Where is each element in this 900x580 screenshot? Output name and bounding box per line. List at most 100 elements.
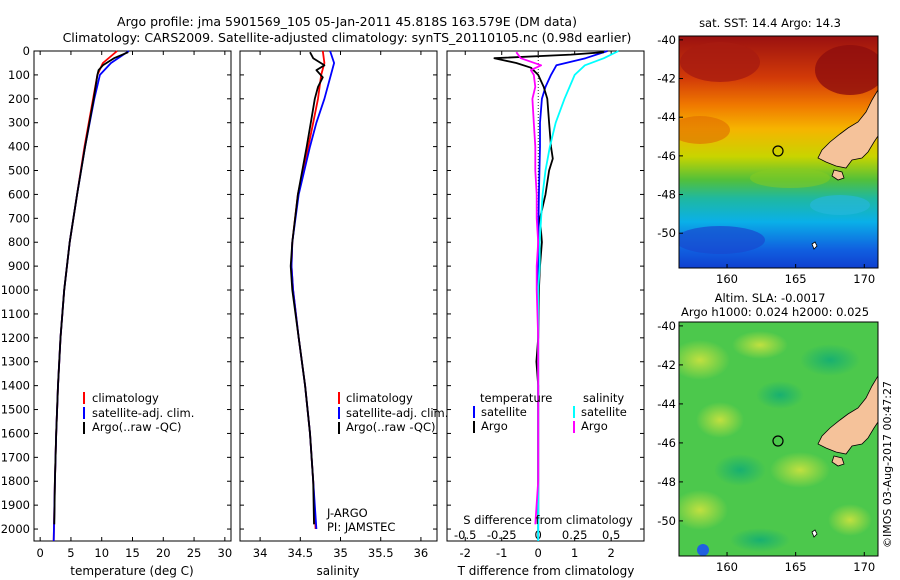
lat-tick-label: -46 [657,436,676,450]
lat-tick-label: -42 [657,72,676,86]
lon-tick-label: 170 [853,560,875,574]
profile-line [53,51,129,525]
x-tick-label: 30 [218,546,233,560]
temperature-legend: climatology satellite-adj. clim. Argo(..… [83,391,194,434]
depth-tick-label: 200 [8,92,30,106]
depth-tick-label: 1100 [1,307,30,321]
lon-tick-label: 165 [785,272,807,286]
salinity-legend: climatology satellite-adj. clim. Argo(..… [338,391,448,434]
sla-lat-axis: -40 -42 -44 -46 -48 -50 [657,319,683,528]
temperature-x-axis: 0 5 10 15 20 25 30 [36,51,232,560]
legend-label-temp-satellite: satellite [481,405,527,419]
depth-tick-label: 100 [8,68,30,82]
depth-tick-label: 1600 [1,426,30,440]
depth-tick-label: 1200 [1,331,30,345]
lat-tick-label: -40 [657,33,676,47]
temperature-x-label: temperature (deg C) [70,564,193,578]
sst-map-frame [678,35,879,269]
depth-tick-label: 1000 [1,283,30,297]
new-zealand-land [817,89,878,169]
sla-lon-axis: 160 165 170 [716,552,875,574]
figure-title-line2: Climatology: CARS2009. Satellite-adjuste… [63,30,632,45]
s-tick-label: -0.5 [454,528,476,542]
depth-tick-label: 400 [8,140,30,154]
x-tick-label: 2 [608,546,615,560]
sst-map-panel: sat. SST: 14.4 Argo: 14.3 -40-42-44-46-4… [657,16,879,286]
lon-tick-label: 160 [716,560,738,574]
salinity-axes-frame [239,50,438,542]
x-tick-label: 5 [67,546,74,560]
depth-tick-label: 300 [8,116,30,130]
temperature-panel: 0100200300400500600700800900100011001200… [1,44,232,578]
imos-watermark: ©IMOS 03-Aug-2017 00:47:27 [881,381,894,548]
sla-map-title-line1: Altim. SLA: -0.0017 [715,291,826,305]
sla-map-panel: Altim. SLA: -0.0017 Argo h1000: 0.024 h2… [657,291,879,574]
salinity-annotation-program: J-ARGO [326,506,368,520]
sst-map-image [679,36,878,268]
depth-tick-label: 800 [8,235,30,249]
legend-label-climatology: climatology [346,391,413,405]
depth-tick-label: 900 [8,259,30,273]
depth-tick-label: 2000 [1,522,30,536]
lat-tick-label: -44 [657,397,676,411]
legend-heading-temperature: temperature [480,391,552,405]
difference-profile-lines [493,50,619,541]
legend-label-sal-satellite: satellite [581,405,627,419]
temperature-profile-lines [52,50,130,542]
difference-depth-ticks [447,50,644,530]
depth-tick-label: 1400 [1,379,30,393]
s-tick-label: -0.25 [487,528,517,542]
difference-legend: temperature salinity satellite satellite… [473,391,627,433]
profile-line [289,51,326,525]
sst-lon-axis: 160 165 170 [716,264,875,286]
s-tick-label: 0.25 [562,528,588,542]
lat-tick-label: -44 [657,110,676,124]
x-tick-label: 36 [414,546,429,560]
x-tick-label: 34 [253,546,268,560]
x-tick-label: 20 [156,546,171,560]
difference-axes-frame [446,50,645,542]
lat-tick-label: -46 [657,149,676,163]
legend-label-satellite: satellite-adj. clim. [92,406,194,420]
depth-tick-label: 0 [23,44,30,58]
argo-location-marker [772,435,784,447]
salinity-profile-lines [289,50,336,530]
legend-label-satellite: satellite-adj. clim. [346,406,448,420]
legend-label-argo: Argo(..raw -QC) [346,420,436,434]
lat-tick-label: -42 [657,358,676,372]
sst-lat-axis: -40 -42 -44 -46 -48 -50 [657,33,683,240]
profile-line [515,51,542,525]
depth-tick-label: 1700 [1,450,30,464]
difference-x-axis-T: -2 -1 0 1 2 [460,51,615,560]
depth-tick-label: 1500 [1,403,30,417]
depth-tick-label: 500 [8,164,30,178]
x-tick-label: 1 [571,546,578,560]
legend-heading-salinity: salinity [583,391,624,405]
salinity-annotation-pi: PI: JAMSTEC [327,520,395,534]
x-tick-label: 35 [333,546,348,560]
figure-title-line1: Argo profile: jma 5901569_105 05-Jan-201… [117,14,577,29]
lat-tick-label: -50 [657,514,676,528]
lat-tick-label: -50 [657,226,676,240]
sla-map-frame [678,321,879,557]
x-tick-label: -1 [496,546,507,560]
profile-line [290,50,326,530]
difference-x-axis-S: -0.5 -0.25 0 0.25 0.5 [454,528,620,542]
argo-location-marker [772,145,784,157]
x-tick-label: 0 [535,546,542,560]
x-tick-label: 0 [36,546,43,560]
difference-panel: -2 -1 0 1 2 -0.5 -0.25 0 0.25 0.5 temperature sa… [446,50,645,578]
salinity-x-axis: 34 34.5 35 35.5 36 [253,51,428,560]
lon-tick-label: 160 [716,272,738,286]
depth-tick-label: 600 [8,187,30,201]
sla-map-title-line2: Argo h1000: 0.024 h2000: 0.025 [681,305,869,319]
x-tick-label: 34.5 [288,546,314,560]
x-tick-label: 25 [187,546,202,560]
difference-x-label-T: T difference from climatology [457,564,635,578]
x-tick-label: 10 [94,546,109,560]
small-island [811,529,818,538]
x-tick-label: -2 [460,546,471,560]
x-tick-label: 35.5 [368,546,394,560]
sla-map-image [679,322,878,556]
